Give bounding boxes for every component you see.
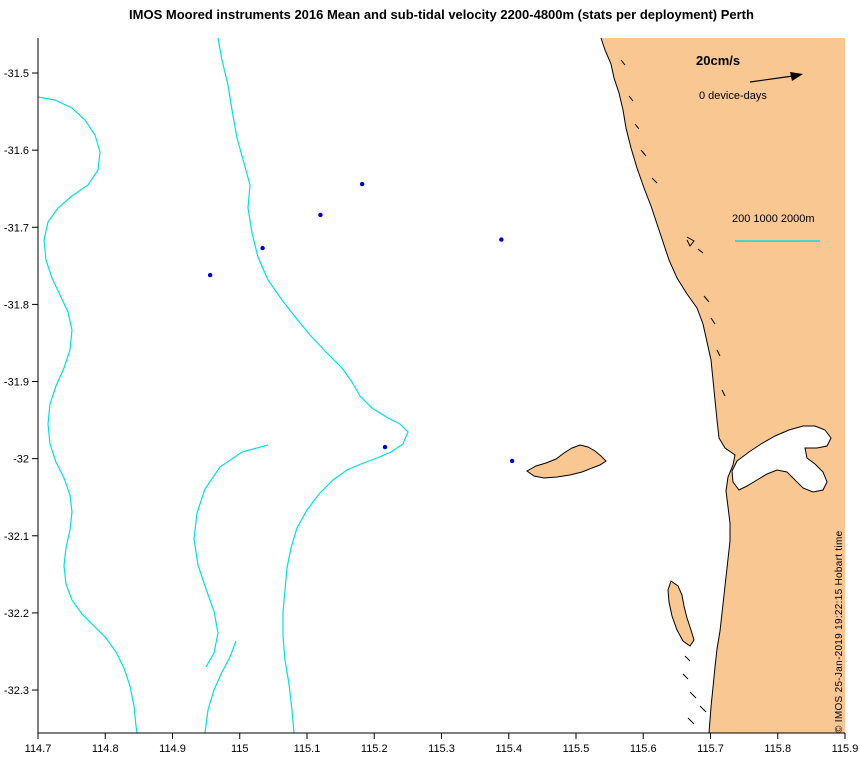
- x-tick-label: 114.9: [159, 743, 186, 755]
- estuary-water: [731, 425, 832, 493]
- island: [526, 444, 607, 479]
- x-tick-label: 115: [231, 743, 249, 755]
- velocity-scale-arrow: [749, 75, 794, 83]
- islet-outline: [687, 717, 695, 725]
- depth-contour-line: [217, 37, 409, 734]
- x-tick-label: 115.6: [630, 743, 657, 755]
- x-tick-label: 114.8: [92, 743, 119, 755]
- x-tick-label: 115.4: [495, 743, 522, 755]
- islet-outline: [640, 149, 647, 157]
- islet-outline: [620, 59, 626, 66]
- mooring-marker: [509, 458, 515, 464]
- depth-contour-line: [193, 444, 269, 668]
- islet-outline: [651, 177, 658, 184]
- islet-outline: [703, 295, 710, 303]
- mooring-marker: [382, 444, 388, 450]
- x-tick-label: 115.9: [832, 743, 859, 755]
- islet-outline: [686, 236, 695, 247]
- y-tick-label: -32: [13, 454, 29, 466]
- islet-outline: [684, 655, 691, 662]
- y-tick-label: -31.8: [4, 299, 29, 311]
- islet-outline: [721, 389, 726, 397]
- x-tick-label: 115.2: [361, 743, 388, 755]
- depth-contour-line: [37, 96, 138, 734]
- mooring-marker: [359, 181, 365, 187]
- depth-contour-line: [204, 640, 237, 734]
- y-tick-label: -31.9: [4, 377, 29, 389]
- islet-outline: [710, 317, 716, 325]
- islet-outline: [689, 691, 697, 699]
- velocity-scale-arrowhead: [790, 72, 803, 81]
- landmass: [601, 38, 845, 733]
- depth-contour-legend-label: 200 1000 2000m: [732, 213, 815, 225]
- islet-outline: [697, 248, 704, 254]
- x-tick-label: 115.7: [697, 743, 724, 755]
- device-days-label: 0 device-days: [699, 90, 767, 102]
- x-tick-label: 115.5: [563, 743, 590, 755]
- island: [667, 580, 695, 647]
- islet-outline: [716, 349, 721, 357]
- x-tick-label: 115.8: [764, 743, 791, 755]
- y-tick-label: -31.5: [4, 68, 29, 80]
- x-tick-label: 115.3: [428, 743, 455, 755]
- x-tick-label: 115.1: [294, 743, 321, 755]
- mooring-marker: [499, 237, 504, 242]
- mooring-marker: [207, 272, 213, 278]
- y-tick-label: -31.6: [4, 145, 29, 157]
- coastline: [600, 37, 736, 734]
- copyright-watermark: © IMOS 25-Jan-2019 19:22:15 Hobart time: [834, 530, 845, 733]
- islet-outline: [628, 95, 634, 102]
- x-tick-label: 114.7: [25, 743, 52, 755]
- y-tick-label: -31.7: [4, 222, 29, 234]
- islet-outline: [699, 705, 707, 713]
- islet-outline: [682, 673, 689, 680]
- plot-title: IMOS Moored instruments 2016 Mean and su…: [129, 7, 754, 22]
- velocity-scale-label: 20cm/s: [696, 53, 741, 68]
- islet-outline: [634, 123, 640, 130]
- y-tick-label: -32.3: [4, 685, 29, 697]
- y-tick-label: -32.2: [4, 608, 29, 620]
- mooring-marker: [318, 212, 323, 218]
- mooring-marker: [260, 245, 265, 251]
- y-tick-label: -32.1: [4, 531, 29, 543]
